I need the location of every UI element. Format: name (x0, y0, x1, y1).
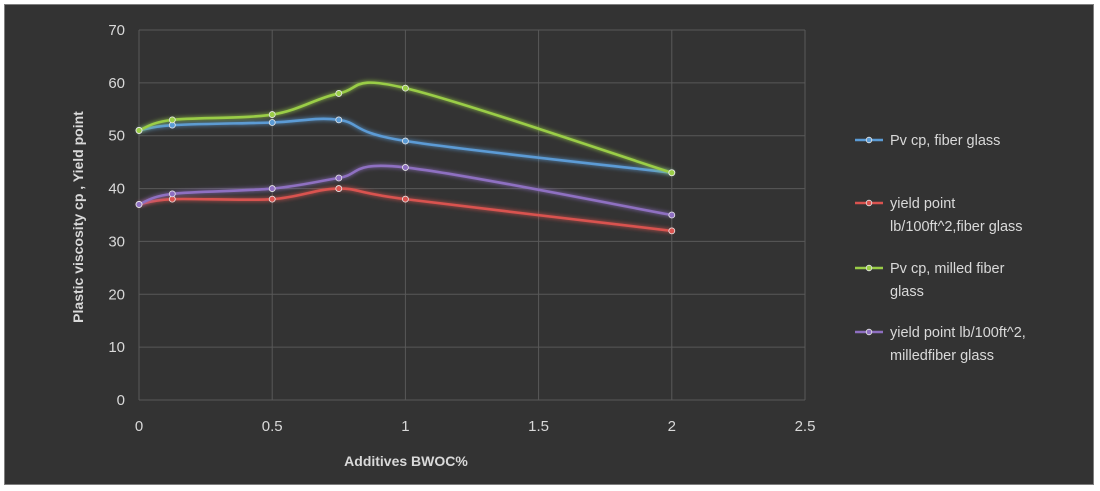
legend-swatch-marker (865, 328, 873, 336)
legend-label: yield point (890, 196, 955, 212)
data-point (401, 84, 409, 92)
data-point (401, 164, 409, 171)
line-chart: 0 10 20 30 40 50 60 70 0 0.5 1 1.5 2 2.5 Plastic vis… (70, 22, 1026, 469)
legend-label: milledfiber glass (890, 348, 994, 364)
x-tick-label: 1.5 (528, 418, 549, 435)
y-tick-label: 70 (108, 22, 125, 39)
y-tick-label: 20 (108, 286, 125, 303)
x-tick-label: 2 (668, 418, 676, 435)
y-tick-label: 60 (108, 75, 125, 92)
x-tick-label: 1 (401, 418, 409, 435)
data-point (168, 116, 176, 124)
legend: Pv cp, fiber glass yield point lb/100ft^2,… (855, 133, 1026, 364)
y-tick-label: 10 (108, 339, 125, 356)
y-axis-ticks: 0 10 20 30 40 50 60 70 (108, 22, 125, 409)
data-point (401, 137, 409, 145)
data-point (268, 185, 276, 192)
legend-swatch-marker (865, 136, 873, 144)
data-point (668, 227, 676, 235)
x-tick-label: 0 (135, 418, 143, 435)
data-point (268, 111, 276, 118)
data-point (668, 169, 676, 177)
data-point (268, 195, 276, 203)
legend-label: Pv cp, fiber glass (890, 133, 1000, 149)
legend-label: yield point lb/100ft^2, (890, 325, 1026, 341)
legend-item-3: Pv cp, milled fiber glass (855, 261, 1005, 300)
data-point (335, 116, 343, 124)
y-tick-label: 30 (108, 233, 125, 250)
y-tick-label: 0 (117, 392, 125, 409)
legend-item-4: yield point lb/100ft^2, milledfiber glass (855, 325, 1026, 364)
data-point (135, 127, 143, 134)
x-tick-label: 2.5 (795, 418, 816, 435)
data-point (335, 90, 343, 97)
gridlines (138, 29, 806, 401)
data-point (168, 190, 176, 198)
data-point (335, 174, 343, 182)
y-tick-label: 50 (108, 128, 125, 145)
y-axis-title: Plastic viscosity cp , Yield point (70, 111, 86, 323)
x-axis-ticks: 0 0.5 1 1.5 2 2.5 (135, 418, 816, 435)
legend-label: lb/100ft^2,fiber glass (890, 219, 1023, 235)
legend-swatch-marker (865, 264, 873, 272)
data-point (135, 201, 143, 208)
x-tick-label: 0.5 (262, 418, 283, 435)
legend-label: Pv cp, milled fiber (890, 261, 1005, 277)
legend-item-1: Pv cp, fiber glass (855, 133, 1000, 149)
y-tick-label: 40 (108, 181, 125, 198)
data-point (268, 119, 276, 126)
data-point (668, 211, 676, 219)
x-axis-title: Additives BWOC% (344, 453, 468, 469)
legend-label: glass (890, 284, 924, 300)
legend-item-2: yield point lb/100ft^2,fiber glass (855, 196, 1023, 235)
data-point (401, 195, 409, 203)
chart-frame: 0 10 20 30 40 50 60 70 0 0.5 1 1.5 2 2.5 Plastic vis… (4, 4, 1094, 485)
legend-swatch-marker (865, 199, 873, 207)
data-point (335, 185, 343, 192)
series-points (135, 84, 676, 235)
